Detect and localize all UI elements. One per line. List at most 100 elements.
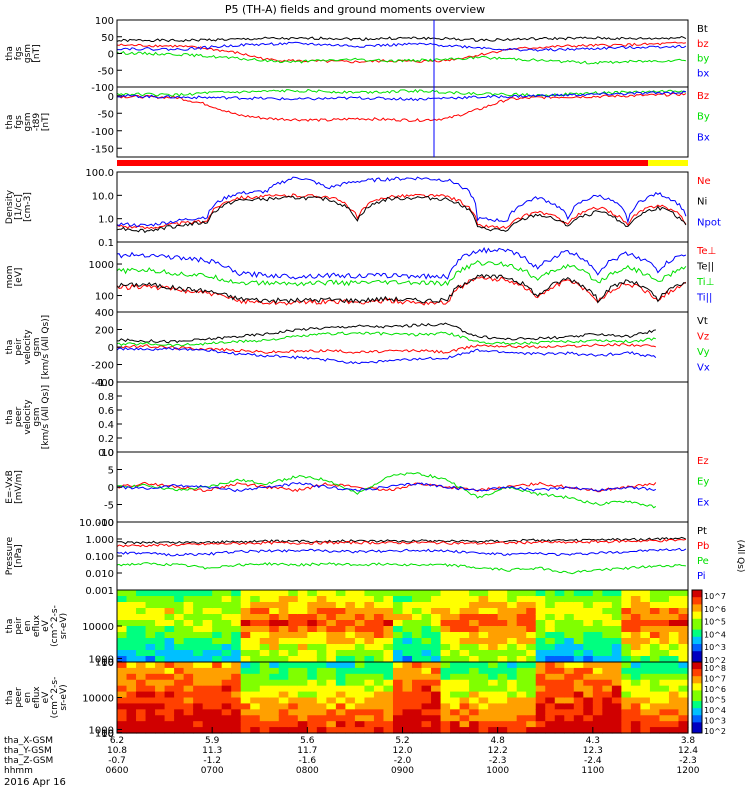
legend-Vz: Vz	[697, 332, 709, 343]
spectrogram-cell	[354, 596, 366, 603]
spectrogram-cell	[583, 721, 594, 728]
spectrogram-cell	[583, 691, 594, 699]
spectrogram-cell	[288, 620, 299, 627]
spectrogram-cell	[621, 662, 632, 669]
spectrogram-cell	[678, 673, 689, 681]
spectrogram-cell	[221, 721, 232, 728]
spectrogram-cell	[117, 638, 128, 645]
spectrogram-cell	[450, 614, 461, 621]
spectrogram-cell	[126, 656, 137, 663]
spectrogram-cell	[402, 632, 413, 639]
spectrogram-cell	[136, 602, 147, 609]
spectrogram-cell	[136, 697, 147, 705]
spectrogram-cell	[630, 650, 642, 657]
y-axis-label-line: velocity	[23, 329, 33, 365]
spectrogram-cell	[459, 638, 470, 645]
spectrogram-cell	[221, 650, 232, 657]
spectrogram-cell	[564, 685, 575, 693]
spectrogram-cell	[307, 727, 318, 734]
spectrogram-cell	[155, 614, 166, 621]
spectrogram-cell	[288, 608, 299, 615]
spectrogram-cell	[421, 656, 432, 663]
spectrogram-cell	[678, 632, 689, 639]
spectrogram-cell	[478, 614, 489, 621]
spectrogram-cell	[354, 590, 366, 597]
spectrogram-cell	[364, 697, 375, 705]
spectrogram-cell	[535, 662, 546, 669]
spectrogram-cell	[145, 626, 156, 633]
spectrogram-cell	[602, 608, 613, 615]
spectrogram-cell	[478, 727, 489, 734]
spectrogram-cell	[659, 638, 670, 645]
colorbar-tick-label: 10^5	[704, 618, 726, 627]
spectrogram-cell	[164, 679, 175, 687]
spectrogram-cell	[412, 632, 423, 639]
spectrogram-cell	[392, 596, 404, 603]
spectrogram-cell	[278, 667, 289, 675]
spectrogram-cell	[307, 590, 318, 597]
spectrogram-cell	[535, 608, 546, 615]
spectrogram-cell	[373, 620, 385, 627]
spectrogram-cell	[526, 590, 537, 597]
spectrogram-cell	[573, 691, 584, 699]
spectrogram-cell	[250, 697, 261, 705]
spectrogram-cell	[621, 703, 632, 710]
spectrogram-cell	[678, 709, 689, 716]
spectrogram-cell	[259, 620, 270, 627]
spectrogram-cell	[193, 638, 204, 645]
spectrogram-cell	[497, 638, 508, 645]
spectrogram-cell	[402, 685, 413, 693]
spectrogram-cell	[221, 667, 232, 675]
spectrogram-cell	[212, 626, 223, 633]
spectrogram-cell	[126, 727, 137, 734]
spectrogram-cell	[450, 596, 461, 603]
spectrogram-cell	[573, 721, 584, 728]
spectrogram-cell	[602, 650, 613, 657]
spectrogram-cell	[668, 650, 680, 657]
spectrogram-cell	[392, 721, 404, 728]
spectrogram-cell	[630, 656, 642, 663]
spectrogram-cell	[164, 590, 175, 597]
spectrogram-cell	[202, 626, 213, 633]
spectrogram-cell	[259, 632, 270, 639]
colorbar-step	[692, 647, 702, 652]
spectrogram-cell	[117, 602, 128, 609]
spectrogram-cell	[297, 697, 308, 705]
spectrogram-cell	[250, 673, 261, 681]
spectrogram-cell	[497, 715, 508, 722]
spectrogram-cell	[307, 626, 318, 633]
series-line-Ex	[116, 482, 657, 493]
spectrogram-cell	[412, 650, 423, 657]
spectrogram-cell	[526, 614, 537, 621]
legend-Ne: Ne	[697, 176, 711, 187]
spectrogram-cell	[592, 644, 603, 651]
spectrogram-cell	[221, 632, 232, 639]
spectrogram-cell	[307, 632, 318, 639]
spectrogram-cell	[497, 673, 508, 681]
spectrogram-cell	[183, 608, 194, 615]
spectrogram-cell	[602, 685, 613, 693]
spectrogram-cell	[507, 602, 518, 609]
spectrogram-cell	[583, 709, 594, 716]
spectrogram-cell	[640, 656, 651, 663]
y-axis-label-line: [nPa]	[14, 544, 24, 567]
legend-Bt: Bt	[697, 24, 708, 35]
spectrogram-cell	[250, 709, 261, 716]
spectrogram-cell	[659, 721, 670, 728]
spectrogram-cell	[345, 590, 356, 597]
spectrogram-cell	[564, 638, 575, 645]
spectrogram-cell	[269, 679, 280, 687]
spectrogram-cell	[326, 703, 337, 710]
spectrogram-cell	[392, 620, 404, 627]
spectrogram-cell	[545, 590, 556, 597]
spectrogram-cell	[231, 602, 242, 609]
spectrogram-cell	[602, 602, 613, 609]
colorbar-step	[692, 658, 702, 663]
spectrogram-cell	[269, 650, 280, 657]
spectrogram-cell	[412, 685, 423, 693]
spectrogram-cell	[659, 596, 670, 603]
spectrogram-cell	[516, 608, 527, 615]
spectrogram-cell	[412, 727, 423, 734]
spectrogram-cell	[193, 703, 204, 710]
